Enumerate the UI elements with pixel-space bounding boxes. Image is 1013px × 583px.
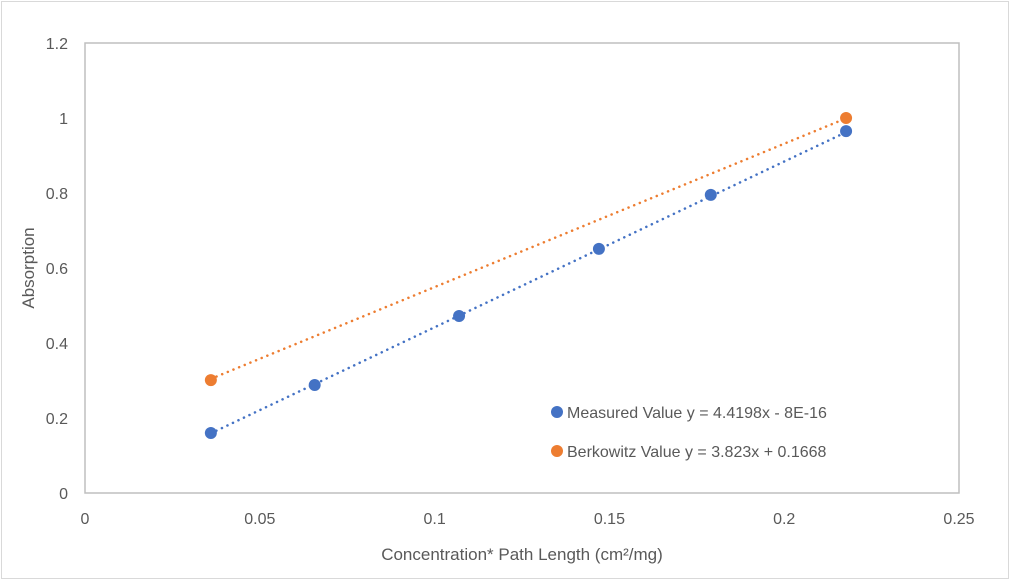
data-point	[204, 374, 217, 387]
y-axis-label: Absorption	[19, 227, 38, 308]
data-point	[840, 112, 853, 124]
data-point	[308, 379, 321, 391]
trendline-berkowitz	[209, 117, 848, 381]
legend-entry: Measured Value y = 4.4198x - 8E-16	[567, 405, 827, 422]
data-point	[840, 125, 853, 138]
y-tick-label: 0	[59, 486, 68, 503]
x-tick-label: 0.25	[943, 511, 974, 528]
x-tick-label: 0.1	[423, 511, 445, 528]
y-tick-label: 0.2	[46, 411, 68, 428]
data-point	[204, 427, 217, 439]
y-tick-label: 0.8	[46, 186, 68, 203]
legend-entry: Berkowitz Value y = 3.823x + 0.1668	[567, 444, 827, 461]
x-axis-label: Concentration* Path Length (cm²/mg)	[381, 545, 663, 564]
y-tick-label: 0.4	[46, 336, 68, 353]
data-point	[592, 242, 605, 255]
trendline-measured	[209, 130, 848, 435]
data-point	[453, 310, 466, 322]
y-tick-label: 1	[59, 111, 68, 128]
legend-marker	[551, 445, 563, 457]
y-tick-label: 0.6	[46, 261, 68, 278]
y-tick-label: 1.2	[46, 36, 68, 53]
x-tick-label: 0.05	[244, 511, 275, 528]
x-tick-label: 0	[81, 511, 90, 528]
x-tick-label: 0.15	[594, 511, 625, 528]
data-point	[704, 188, 717, 201]
plot-area	[84, 42, 960, 494]
x-tick-label: 0.2	[773, 511, 795, 528]
legend-marker	[551, 406, 563, 418]
